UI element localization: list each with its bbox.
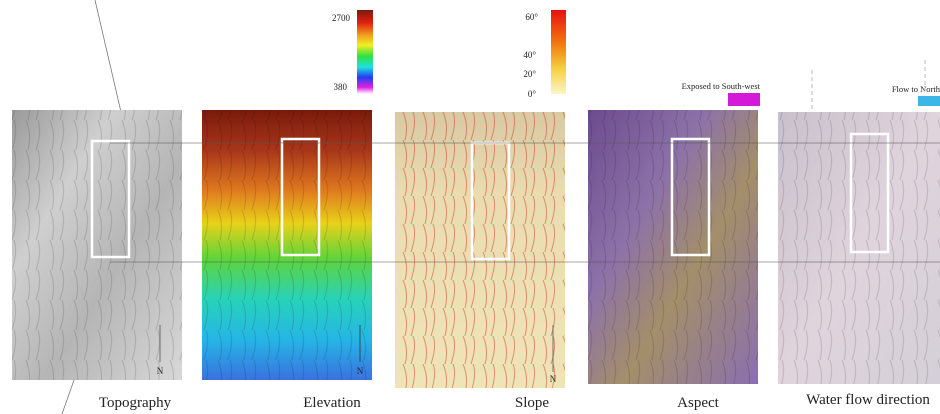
map-texture (395, 112, 565, 388)
legend-swatch (918, 96, 940, 106)
colorbar-label: 2700 (332, 13, 351, 23)
panel-aspect: Aspect Exposed to South-west (588, 81, 761, 411)
colorbar-label: 380 (334, 82, 348, 92)
panel-label: Water flow direction (806, 392, 930, 408)
colorbar-label: 0° (528, 89, 537, 99)
map-texture (778, 112, 940, 384)
panel-topography: N Topography (12, 110, 182, 411)
map-texture (202, 110, 372, 380)
elevation-colorbar (357, 10, 373, 94)
legend-label: Flow to North (892, 84, 940, 94)
slope-colorbar (551, 10, 566, 94)
panel-label: Elevation (303, 395, 361, 411)
legend-swatch (728, 93, 760, 106)
panel-label: Topography (99, 395, 172, 411)
colorbar-label: 40° (523, 50, 536, 60)
panel-elevation: N Elevation 2700 380 (202, 10, 373, 411)
panel-label: Slope (515, 395, 550, 411)
north-label: N (157, 366, 164, 376)
colorbar-label: 60° (525, 12, 538, 22)
legend-label: Exposed to South-west (682, 81, 761, 91)
north-label: N (550, 374, 557, 384)
colorbar-label: 20° (523, 69, 536, 79)
panel-label: Aspect (677, 395, 719, 411)
map-texture (12, 110, 182, 380)
panel-water-flow: Water flow direction Flow to North (778, 60, 940, 408)
north-label: N (357, 366, 364, 376)
figure: N Topography N Elevation 2700 380 N Slop… (0, 0, 940, 414)
figure-canvas: N Topography N Elevation 2700 380 N Slop… (0, 0, 940, 414)
panel-slope: N Slope 60° 40° 20° 0° (395, 10, 566, 411)
